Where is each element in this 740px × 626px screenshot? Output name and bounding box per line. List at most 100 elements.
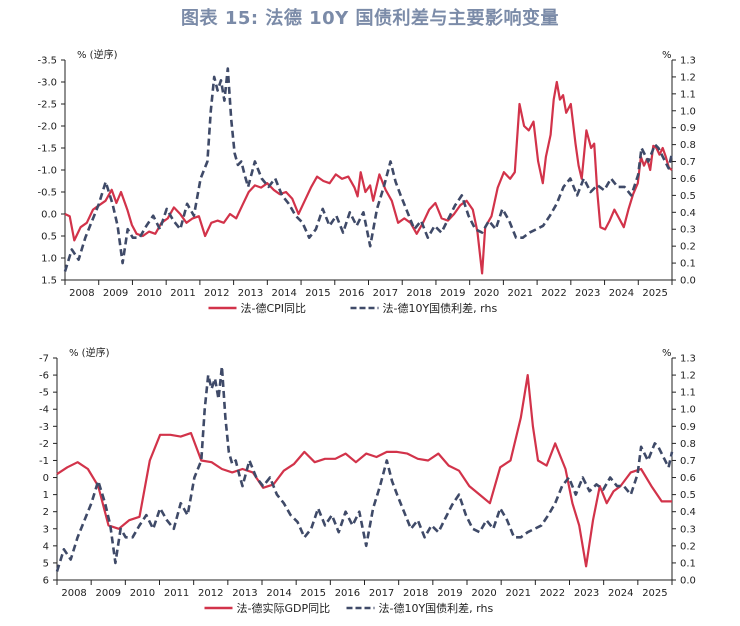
x-tick-label: 2008 [61, 588, 86, 599]
x-tick-label: 2021 [508, 288, 533, 299]
x-tick-label: 2014 [266, 588, 291, 599]
right-tick-label: 1.0 [680, 405, 696, 416]
right-tick-label: 1.2 [680, 72, 696, 83]
legend: 法-德CPI同比 法-德10Y国债利差, rhs [208, 301, 498, 315]
x-tick-label: 2024 [609, 288, 634, 299]
right-axis-title: % [662, 348, 672, 359]
right-tick-label: 0.5 [680, 191, 696, 202]
left-tick-label: -0.5 [37, 188, 57, 199]
left-tick-label: -6 [39, 371, 49, 382]
x-tick-label: 2018 [406, 288, 431, 299]
right-tick-label: 1.0 [680, 106, 696, 117]
series-line-2 [63, 67, 674, 272]
left-tick-label: 4 [43, 541, 49, 552]
x-tick-label: 2016 [335, 588, 360, 599]
right-tick-label: 0.1 [680, 259, 696, 270]
x-tick-label: 2016 [339, 288, 364, 299]
x-tick-label: 2017 [369, 588, 394, 599]
left-tick-label: -7 [39, 354, 49, 365]
right-tick-label: 0.7 [680, 157, 696, 168]
x-tick-label: 2020 [474, 288, 499, 299]
series-line-1 [64, 80, 673, 275]
left-tick-label: -5 [39, 388, 49, 399]
x-tick-label: 2017 [373, 288, 398, 299]
right-tick-label: 0.4 [680, 507, 696, 518]
x-tick-label: 2020 [471, 588, 496, 599]
right-axis-title: % [662, 50, 672, 61]
right-tick-label: 0.3 [680, 225, 696, 236]
right-tick-label: 1.3 [680, 354, 696, 365]
right-tick-label: 1.3 [680, 56, 696, 67]
series-line-1 [56, 374, 672, 568]
x-tick-label: 2011 [170, 288, 195, 299]
left-tick-label: 2 [43, 507, 49, 518]
left-tick-label: -2 [39, 439, 49, 450]
x-tick-label: 2010 [137, 288, 162, 299]
x-tick-label: 2014 [271, 288, 296, 299]
chart-gdp-vs-spread: % (逆序) % -7 -6 -5 -4 -3 -2 -1 0 1 2 3 4 5 6 0.0 0.1 0.2 0.3… [39, 346, 696, 615]
left-tick-label: 0.5 [41, 232, 57, 243]
left-tick-label: 6 [43, 576, 49, 587]
left-tick-label: -1.0 [37, 166, 57, 177]
legend-label-2: 法-德10Y国债利差, rhs [383, 301, 498, 315]
x-tick-label: 2022 [541, 288, 566, 299]
x-tick-label: 2010 [130, 588, 155, 599]
page-title: 图表 15: 法德 10Y 国债利差与主要影响变量 [181, 8, 559, 29]
left-tick-label: 1 [43, 490, 49, 501]
left-tick-label: -3.0 [37, 78, 57, 89]
x-tick-label: 2012 [198, 588, 223, 599]
right-tick-label: 0.2 [680, 541, 696, 552]
x-tick-label: 2015 [301, 588, 326, 599]
right-tick-label: 0.3 [680, 524, 696, 535]
x-tick-label: 2025 [642, 588, 667, 599]
right-tick-label: 0.0 [680, 276, 696, 287]
x-tick-label: 2015 [305, 288, 330, 299]
x-tick-label: 2013 [238, 288, 263, 299]
left-axis-title: % (逆序) [69, 346, 110, 359]
left-axis-title: % (逆序) [77, 48, 118, 61]
left-tick-label: -1 [39, 456, 49, 467]
right-tick-label: 1.2 [680, 371, 696, 382]
right-tick-label: 0.5 [680, 490, 696, 501]
left-tick-label: 5 [43, 558, 49, 569]
x-tick-label: 2019 [440, 288, 465, 299]
x-tick-label: 2021 [506, 588, 531, 599]
x-tick-label: 2022 [540, 588, 565, 599]
right-tick-label: 0.7 [680, 456, 696, 467]
left-tick-label: 3 [43, 524, 49, 535]
left-tick-label: 1.0 [41, 254, 57, 265]
x-tick-label: 2013 [232, 588, 257, 599]
right-tick-label: 0.8 [680, 140, 696, 151]
legend-label-1: 法-德实际GDP同比 [237, 601, 331, 615]
x-tick-label: 2025 [642, 288, 667, 299]
x-tick-label: 2018 [403, 588, 428, 599]
right-tick-label: 0.9 [680, 422, 696, 433]
left-tick-label: -2.5 [37, 100, 57, 111]
left-tick-label: -3.5 [37, 56, 57, 67]
right-tick-label: 0.8 [680, 439, 696, 450]
right-tick-label: 0.6 [680, 174, 696, 185]
x-tick-label: 2024 [608, 588, 633, 599]
chart-cpi-vs-spread: % (逆序) % -3.5 -3.0 -2.5 -2.0 -1.5 -1.0 -0.5 0.0 0.… [37, 48, 696, 315]
legend-label-1: 法-德CPI同比 [241, 301, 307, 315]
left-tick-label: 0 [43, 473, 49, 484]
x-tick-label: 2009 [103, 288, 128, 299]
left-tick-label: -3 [39, 422, 49, 433]
x-tick-label: 2019 [437, 588, 462, 599]
right-tick-label: 1.1 [680, 388, 696, 399]
right-tick-label: 0.1 [680, 558, 696, 569]
right-tick-label: 0.2 [680, 242, 696, 253]
x-tick-label: 2008 [69, 288, 94, 299]
left-tick-label: -1.5 [37, 144, 57, 155]
x-tick-label: 2009 [96, 588, 121, 599]
x-tick-label: 2023 [574, 588, 599, 599]
left-tick-label: -4 [39, 405, 49, 416]
x-tick-label: 2023 [575, 288, 600, 299]
x-tick-label: 2012 [204, 288, 229, 299]
left-tick-label: -2.0 [37, 122, 57, 133]
x-tick-label: 2011 [164, 588, 189, 599]
left-tick-label: 0.0 [41, 210, 57, 221]
right-tick-label: 0.0 [680, 576, 696, 587]
legend-label-2: 法-德10Y国债利差, rhs [379, 601, 494, 615]
right-tick-label: 1.1 [680, 89, 696, 100]
